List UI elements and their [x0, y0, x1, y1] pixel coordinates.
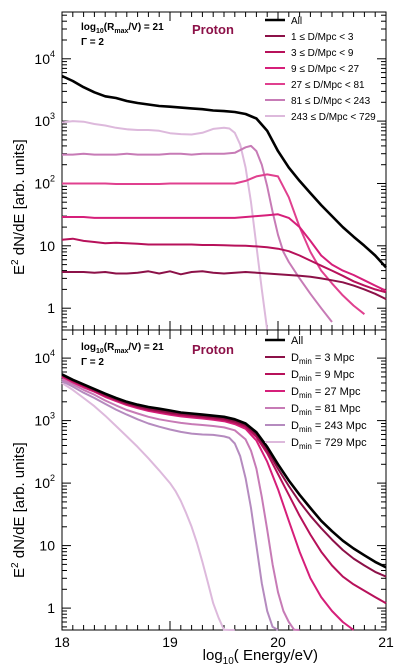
- top-annotation-rmax: log10(Rmax/V) = 21: [81, 22, 164, 35]
- bottom-y-tick-labels: 1 10 102 103 104: [34, 348, 55, 616]
- x-tick-label: 21: [378, 634, 394, 650]
- series-line-top-1: [62, 270, 387, 300]
- top-y-tick-label: 1: [47, 300, 55, 316]
- top-curves: [61, 74, 387, 331]
- top-y-tick-label: 104: [34, 49, 55, 67]
- bottom-ticks: [61, 330, 387, 630]
- bottom-legend: All Dmin = 3 Mpc Dmin = 9 Mpc Dmin = 27 Mpc…: [265, 335, 367, 451]
- bottom-annotation-gamma: Γ = 2: [81, 357, 104, 368]
- bottom-y-tick-label: 1: [47, 600, 55, 616]
- series-line-bottom-4: [61, 378, 300, 631]
- legend-label: All: [291, 16, 302, 27]
- legend-label: Dmin = 9 Mpc: [291, 369, 355, 383]
- x-tick-label: 18: [54, 634, 70, 650]
- bottom-y-tick-label: 104: [34, 348, 55, 366]
- series-line-top-2: [61, 237, 387, 294]
- top-ticks: [61, 12, 387, 330]
- bottom-panel: 1 10 102 103 104 log10(Rmax/V) = 21 Γ = 2 Pr…: [34, 329, 387, 631]
- top-y-tick-label: 10: [39, 238, 55, 254]
- top-y-tick-label: 102: [34, 174, 55, 192]
- series-line-bottom-6: [61, 382, 235, 631]
- x-tick-label: 19: [162, 634, 178, 650]
- bottom-y-tick-label: 10: [39, 538, 55, 554]
- legend-label: Dmin = 81 Mpc: [291, 403, 361, 417]
- bottom-y-tick-label: 102: [34, 473, 55, 491]
- legend-label: 243 ≤ D/Mpc < 729: [291, 112, 376, 123]
- legend-label: Dmin = 243 Mpc: [291, 420, 367, 434]
- legend-label: Dmin = 3 Mpc: [291, 352, 355, 366]
- top-annotation-gamma: Γ = 2: [81, 37, 104, 48]
- bottom-y-tick-label: 103: [34, 411, 55, 429]
- x-tick-label: 20: [270, 634, 286, 650]
- series-line-top-5: [62, 144, 333, 323]
- series-line-top-6: [61, 120, 269, 331]
- top-panel: 1 10 102 103 104 log10(Rmax/V) = 21 Γ = 2 Pr…: [34, 11, 387, 331]
- legend-label: Dmin = 729 Mpc: [291, 437, 367, 451]
- top-legend: All 1 ≤ D/Mpc < 3 3 ≤ D/Mpc < 9 9 ≤ D/Mpc <…: [265, 16, 376, 123]
- series-line-top-0: [61, 74, 387, 269]
- top-y-tick-labels: 1 10 102 103 104: [34, 49, 55, 316]
- y-axis-label-bottom: E2 dN/dE [arb. units]: [10, 442, 28, 578]
- series-line-bottom-0: [61, 373, 387, 569]
- series-line-bottom-5: [61, 380, 279, 631]
- bottom-panel-title: Proton: [192, 342, 234, 357]
- legend-label: All: [291, 335, 303, 347]
- series-line-top-4: [62, 173, 366, 315]
- bottom-annotation-rmax: log10(Rmax/V) = 21: [81, 342, 164, 355]
- legend-label: 1 ≤ D/Mpc < 3: [291, 32, 354, 43]
- legend-label: 3 ≤ D/Mpc < 9: [291, 48, 354, 59]
- bottom-curves: [61, 373, 387, 631]
- series-line-bottom-3: [61, 376, 355, 631]
- legend-label: 9 ≤ D/Mpc < 27: [291, 64, 359, 75]
- x-tick-labels: 18 19 20 21: [54, 634, 394, 650]
- legend-label: 81 ≤ D/Mpc < 243: [291, 96, 371, 107]
- series-line-top-3: [62, 213, 387, 292]
- legend-label: Dmin = 27 Mpc: [291, 386, 361, 400]
- top-y-tick-label: 103: [34, 111, 55, 129]
- y-axis-label-top: E2 dN/dE [arb. units]: [10, 139, 28, 275]
- x-axis-label: log10( Energy/eV): [203, 647, 318, 667]
- legend-label: 27 ≤ D/Mpc < 81: [291, 80, 365, 91]
- top-panel-title: Proton: [192, 22, 234, 37]
